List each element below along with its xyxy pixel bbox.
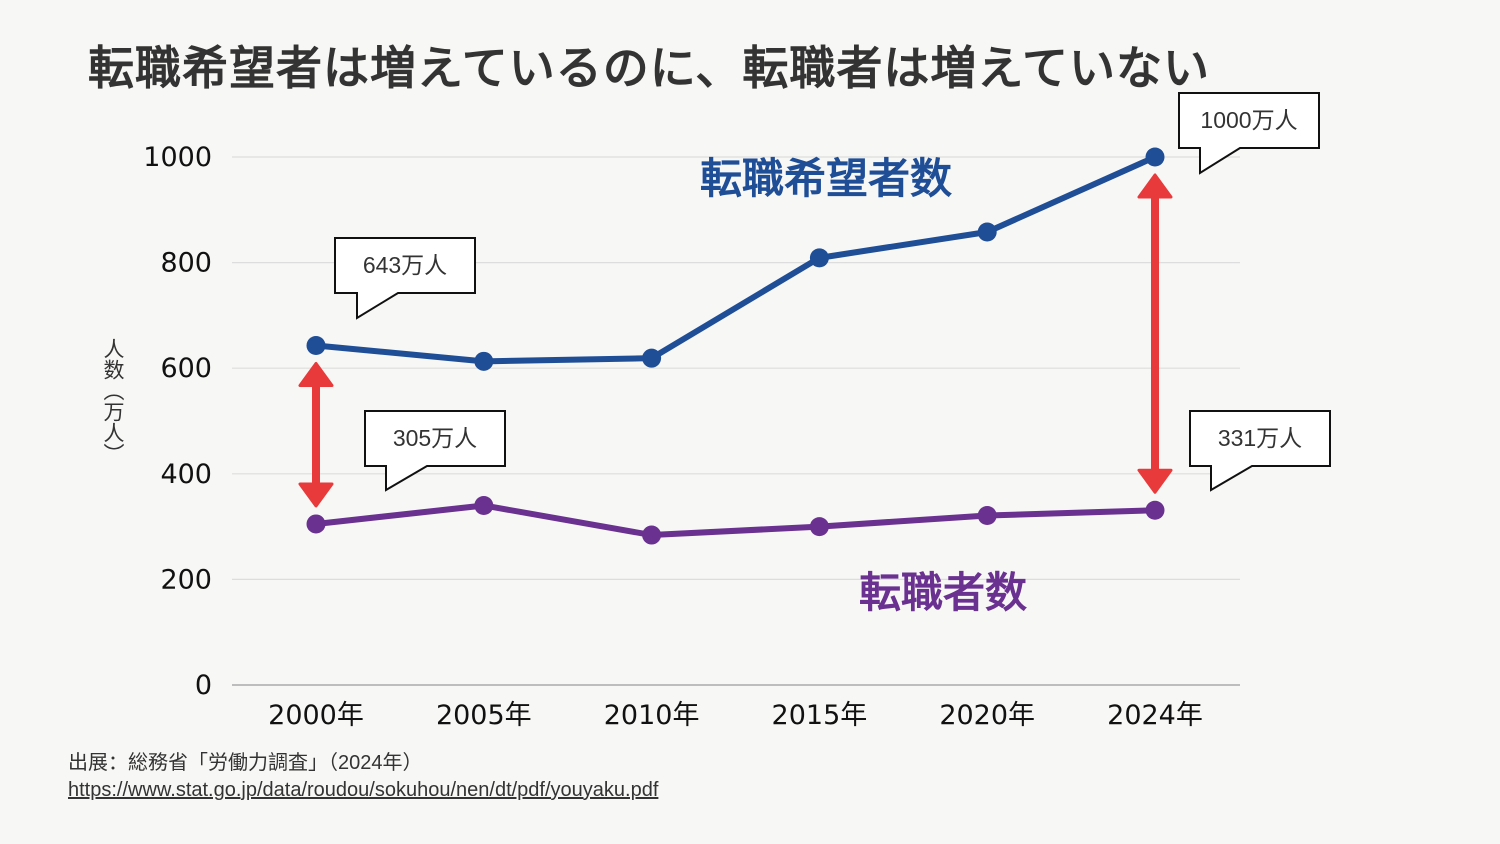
y-tick-label: 400 bbox=[160, 459, 212, 490]
callout: 643万人 bbox=[334, 237, 476, 320]
x-tick-label: 2000年 bbox=[268, 700, 364, 731]
x-tick-label: 2020年 bbox=[939, 700, 1035, 731]
gap-arrow-head-down bbox=[298, 482, 334, 508]
y-tick-labels: 0 200 400 600 800 1000 bbox=[143, 142, 212, 701]
data-point bbox=[642, 525, 662, 545]
y-tick-label: 1000 bbox=[143, 142, 212, 173]
series-label: 転職者数 bbox=[859, 568, 1027, 617]
series-lines bbox=[315, 154, 1157, 539]
callout-bubble bbox=[1178, 92, 1320, 175]
source-label: 出展：総務省「労働力調査」（2024年） bbox=[68, 752, 423, 774]
callout-label: 305万人 bbox=[393, 425, 477, 451]
y-tick-label: 600 bbox=[160, 353, 212, 384]
callout: 1000万人 bbox=[1178, 92, 1320, 175]
data-point bbox=[474, 495, 494, 515]
callout-label: 331万人 bbox=[1218, 425, 1302, 451]
data-point bbox=[474, 351, 494, 371]
x-tick-label: 2024年 bbox=[1107, 700, 1203, 731]
series-label: 転職希望者数 bbox=[700, 154, 952, 203]
data-point bbox=[306, 335, 326, 355]
callouts: 643万人 305万人 1000万人 331万人 bbox=[334, 92, 1331, 492]
callout: 305万人 bbox=[364, 410, 506, 492]
callout-bubble bbox=[364, 410, 506, 492]
data-point bbox=[809, 517, 829, 537]
callout: 331万人 bbox=[1189, 410, 1331, 492]
gap-arrow bbox=[1137, 173, 1173, 494]
gap-arrows bbox=[298, 173, 1173, 508]
source-note: 出展：総務省「労働力調査」（2024年） https://www.stat.go… bbox=[68, 750, 658, 804]
gap-arrow bbox=[298, 361, 334, 508]
y-tick-label: 200 bbox=[160, 564, 212, 595]
data-points bbox=[306, 147, 1165, 545]
x-tick-label: 2005年 bbox=[436, 700, 532, 731]
y-tick-label: 800 bbox=[160, 248, 212, 279]
series-line-0 bbox=[315, 154, 1157, 365]
page-title: 転職希望者は増えているのに、転職者は増えていない bbox=[88, 41, 1211, 95]
gap-arrow-head-up bbox=[1137, 173, 1173, 199]
data-point bbox=[1145, 147, 1165, 167]
data-point bbox=[977, 506, 997, 526]
callout-bubble bbox=[334, 237, 476, 320]
y-tick-label: 0 bbox=[195, 670, 212, 701]
x-tick-label: 2010年 bbox=[604, 700, 700, 731]
data-point bbox=[977, 222, 997, 242]
callout-label: 1000万人 bbox=[1200, 107, 1297, 133]
x-tick-labels: 2000年 2005年 2010年 2015年 2020年 2024年 bbox=[268, 700, 1203, 731]
x-tick-label: 2015年 bbox=[772, 700, 868, 731]
callout-bubble bbox=[1189, 410, 1331, 492]
gap-arrow-head-down bbox=[1137, 468, 1173, 494]
gap-arrow-head-up bbox=[298, 361, 334, 387]
source-link[interactable]: https://www.stat.go.jp/data/roudou/sokuh… bbox=[68, 779, 659, 801]
data-point bbox=[306, 514, 326, 534]
callout-label: 643万人 bbox=[363, 252, 447, 278]
y-axis-label: 人数（万人） bbox=[101, 338, 125, 464]
series-line-1 bbox=[315, 502, 1156, 539]
data-point bbox=[1145, 500, 1165, 520]
data-point bbox=[642, 348, 662, 368]
data-point bbox=[809, 248, 829, 268]
